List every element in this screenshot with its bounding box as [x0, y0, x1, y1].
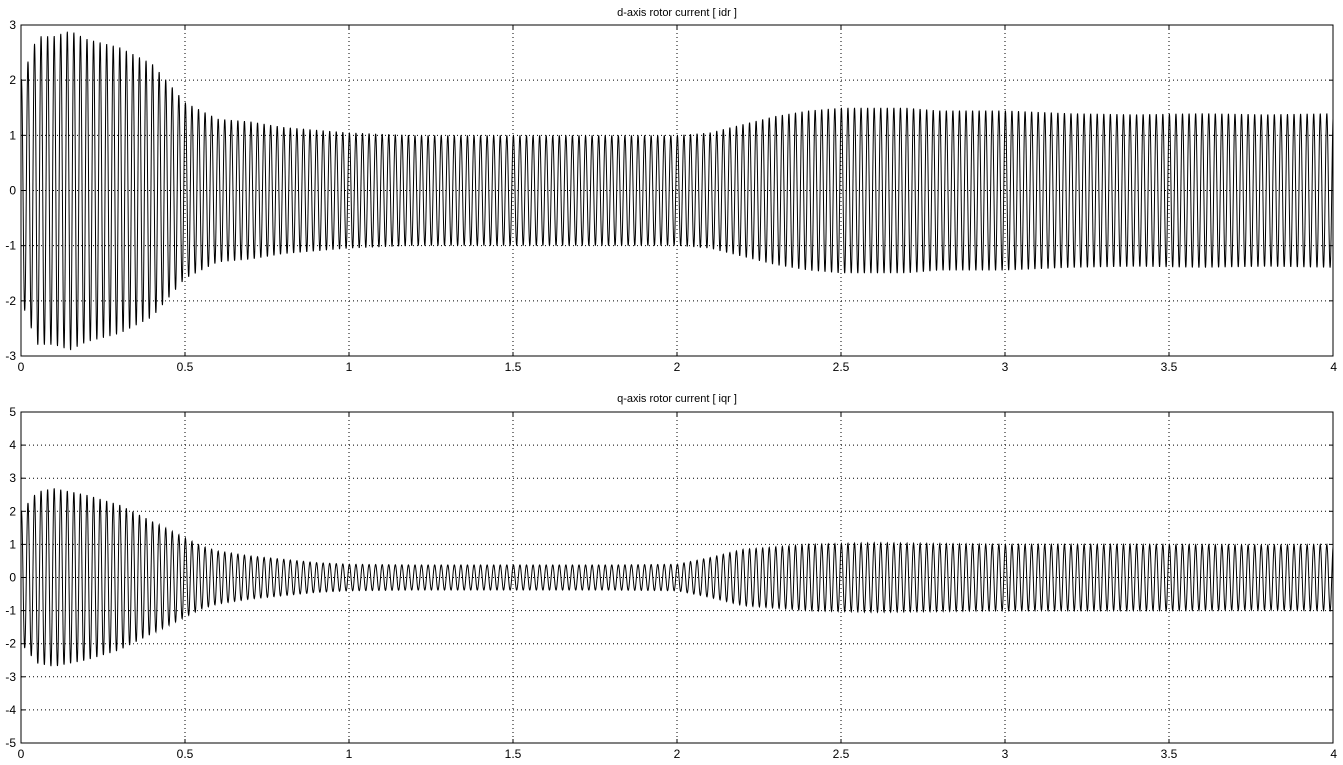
series-line-idr-0 [21, 31, 1333, 351]
y-tick-label-iqr: -4 [5, 703, 16, 717]
y-tick-label-idr: -3 [5, 349, 16, 363]
x-ticks-iqr: 0 0.5 1 1.5 2 2.5 3 3.5 4 [18, 412, 1337, 761]
y-tick-label-iqr: 5 [9, 405, 16, 419]
y-ticks-iqr: -5 -4 -3 -2 -1 0 1 2 3 4 5 [5, 405, 1333, 750]
y-tick-label-idr: 2 [9, 73, 16, 87]
x-tick-label-iqr: 3 [1002, 747, 1009, 761]
x-tick-label-idr: 2 [674, 360, 681, 374]
x-tick-label-iqr: 3.5 [1161, 747, 1178, 761]
y-tick-label-idr: 0 [9, 184, 16, 198]
y-tick-label-iqr: 4 [9, 438, 16, 452]
y-tick-label-iqr: 3 [9, 471, 16, 485]
x-tick-label-iqr: 2.5 [833, 747, 850, 761]
x-tick-label-idr: 4 [1330, 360, 1337, 374]
x-tick-label-idr: 2.5 [833, 360, 850, 374]
x-tick-label-idr: 0 [18, 360, 25, 374]
y-tick-label-iqr: 0 [9, 571, 16, 585]
y-tick-label-iqr: 1 [9, 537, 16, 551]
x-tick-label-iqr: 0.5 [177, 747, 194, 761]
chart-iqr: q-axis rotor current [ iqr ] 0 0.5 1 1.5 2 2.… [5, 393, 1337, 761]
y-tick-label-idr: 3 [9, 18, 16, 32]
chart-title-idr: d-axis rotor current [ idr ] [617, 7, 737, 19]
y-tick-label-iqr: 2 [9, 504, 16, 518]
x-tick-label-iqr: 4 [1330, 747, 1337, 761]
y-tick-label-idr: 1 [9, 128, 16, 142]
y-tick-label-iqr: -5 [5, 736, 16, 750]
y-ticks-idr: -3 -2 -1 0 1 2 3 [5, 18, 1333, 363]
x-ticks-idr: 0 0.5 1 1.5 2 2.5 3 3.5 4 [18, 25, 1337, 374]
y-tick-label-iqr: -3 [5, 670, 16, 684]
signal-idr [21, 31, 1333, 351]
y-tick-label-idr: -1 [5, 239, 16, 253]
x-tick-label-idr: 3 [1002, 360, 1009, 374]
x-tick-label-iqr: 1 [346, 747, 353, 761]
grid-iqr [21, 412, 1333, 743]
series-line-iqr-0 [21, 488, 1333, 667]
x-tick-label-iqr: 0 [18, 747, 25, 761]
y-tick-label-iqr: -1 [5, 604, 16, 618]
chart-title-iqr: q-axis rotor current [ iqr ] [617, 393, 737, 405]
x-tick-label-iqr: 2 [674, 747, 681, 761]
x-tick-label-idr: 3.5 [1161, 360, 1178, 374]
x-tick-label-idr: 0.5 [177, 360, 194, 374]
y-tick-label-idr: -2 [5, 294, 16, 308]
x-tick-label-iqr: 1.5 [505, 747, 522, 761]
chart-idr: d-axis rotor current [ idr ] 0 0.5 1 1.5 2 2.… [5, 7, 1337, 374]
signal-iqr [21, 488, 1333, 667]
y-tick-label-iqr: -2 [5, 637, 16, 651]
x-tick-label-idr: 1.5 [505, 360, 522, 374]
x-tick-label-idr: 1 [346, 360, 353, 374]
